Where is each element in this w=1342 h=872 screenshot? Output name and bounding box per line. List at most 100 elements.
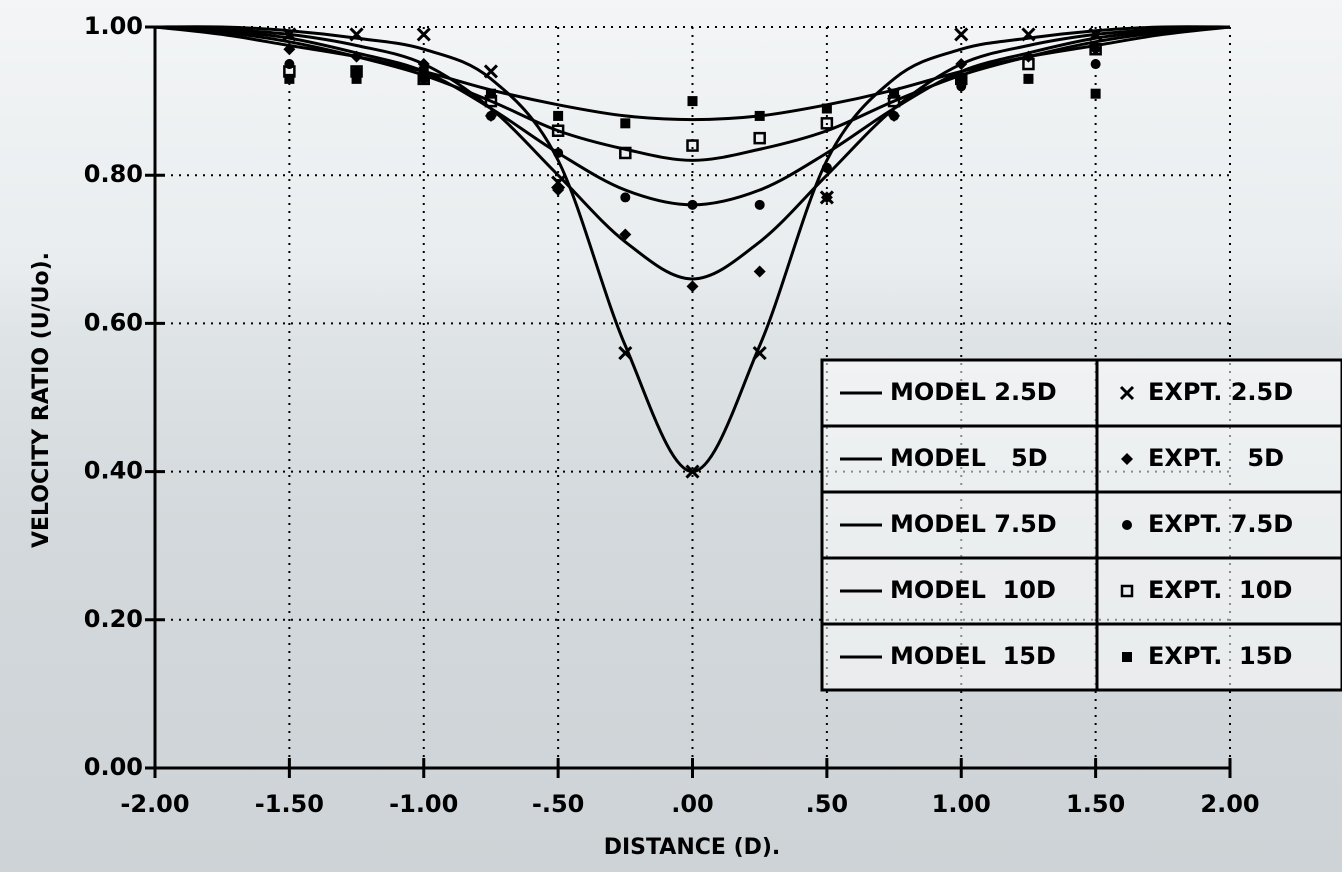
expt-point (350, 50, 363, 63)
legend: MODEL 2.5D MODEL 5D MODEL 7.5D MODEL 10D MOD… (820, 358, 1342, 692)
expt-point (752, 345, 767, 361)
expt-point (753, 265, 766, 278)
expt-point (687, 199, 698, 210)
marker-shape (350, 50, 363, 63)
legend-label: EXPT. 5D (1148, 444, 1284, 472)
y-tick-label: 0.60 (84, 308, 143, 336)
marker-shape (1120, 584, 1134, 598)
expt-point (416, 27, 431, 42)
marker-shape (553, 147, 564, 158)
expt-point (1021, 27, 1036, 42)
expt-point (552, 184, 565, 197)
expt-point (753, 131, 766, 145)
legend-label: MODEL 2.5D (890, 378, 1057, 406)
marker-shape (956, 73, 967, 84)
expt-point (1089, 42, 1102, 56)
expt-point (282, 27, 297, 42)
expt-point (821, 103, 832, 114)
marker-shape (821, 103, 832, 114)
expt-point (889, 110, 900, 121)
marker-shape (1023, 73, 1034, 84)
expt-point (687, 96, 698, 107)
marker-shape (619, 146, 632, 160)
marker-shape (1119, 385, 1135, 401)
marker-shape (753, 265, 766, 278)
marker-shape (551, 175, 566, 190)
y-tick-label: 1.00 (84, 12, 143, 40)
x-tick-label: 1.50 (1066, 790, 1125, 818)
expt-point (821, 162, 832, 173)
marker-shape (552, 184, 565, 197)
marker-shape (483, 64, 498, 79)
expt-point (754, 199, 765, 210)
marker-shape (618, 345, 633, 361)
marker-shape (687, 199, 698, 210)
marker-shape (1090, 59, 1101, 70)
expt-point (1089, 43, 1102, 56)
y-tick-label: 0.40 (84, 457, 143, 485)
expt-point (351, 73, 362, 84)
legend-swatch (1120, 584, 1134, 598)
expt-point (619, 228, 632, 241)
expt-point (1090, 59, 1101, 70)
legend-label: EXPT. 15D (1148, 642, 1292, 670)
marker-shape (754, 110, 765, 121)
marker-shape (1089, 42, 1102, 56)
legend-label: EXPT. 10D (1148, 576, 1292, 604)
marker-shape (1088, 27, 1103, 42)
legend-label: EXPT. 2.5D (1148, 378, 1293, 406)
legend-label: MODEL 7.5D (890, 510, 1057, 538)
legend-swatch (1122, 520, 1132, 530)
marker-shape (1021, 27, 1036, 42)
x-tick-label: .00 (671, 790, 714, 818)
legend-swatch (1119, 385, 1135, 401)
y-axis-title: VELOCITY RATIO (U/Uo). (29, 252, 54, 548)
y-tick-label: 0.20 (84, 605, 143, 633)
expt-point (1022, 57, 1035, 71)
marker-shape (889, 110, 900, 121)
expt-point (820, 117, 834, 130)
marker-shape (620, 118, 631, 129)
expt-point (1090, 88, 1101, 99)
marker-shape (418, 66, 429, 77)
expt-point (820, 191, 833, 204)
expt-point (620, 192, 631, 203)
expt-point (284, 73, 295, 84)
legend-swatch (1122, 652, 1132, 662)
model-line (154, 25, 1231, 281)
expt-point (754, 110, 765, 121)
marker-shape (752, 345, 767, 361)
x-tick-label: 1.00 (932, 790, 991, 818)
expt-point (551, 124, 565, 137)
marker-shape (485, 88, 496, 99)
expt-point (551, 175, 566, 190)
expt-point (955, 58, 968, 71)
marker-shape (820, 117, 834, 130)
marker-shape (1122, 652, 1132, 662)
expt-point (485, 88, 496, 99)
marker-shape (889, 88, 900, 99)
x-tick-label: -1.50 (255, 790, 324, 818)
marker-shape (687, 96, 698, 107)
legend-label: MODEL 10D (890, 576, 1056, 604)
expt-point (1023, 73, 1034, 84)
expt-point (686, 280, 699, 293)
marker-shape (1121, 453, 1133, 465)
x-tick-label: .50 (806, 790, 849, 818)
marker-shape (551, 124, 565, 137)
marker-shape (1122, 520, 1132, 530)
expt-point (685, 464, 700, 479)
expt-point (483, 64, 498, 79)
marker-shape (620, 192, 631, 203)
marker-shape (416, 27, 431, 42)
legend-box (820, 358, 1342, 692)
x-tick-label: 2.00 (1200, 790, 1259, 818)
marker-shape (1022, 57, 1035, 71)
marker-shape (485, 110, 496, 121)
legend-swatch (1121, 453, 1133, 465)
marker-shape (686, 280, 699, 293)
marker-shape (282, 27, 297, 42)
legend-label: MODEL 15D (890, 642, 1056, 670)
